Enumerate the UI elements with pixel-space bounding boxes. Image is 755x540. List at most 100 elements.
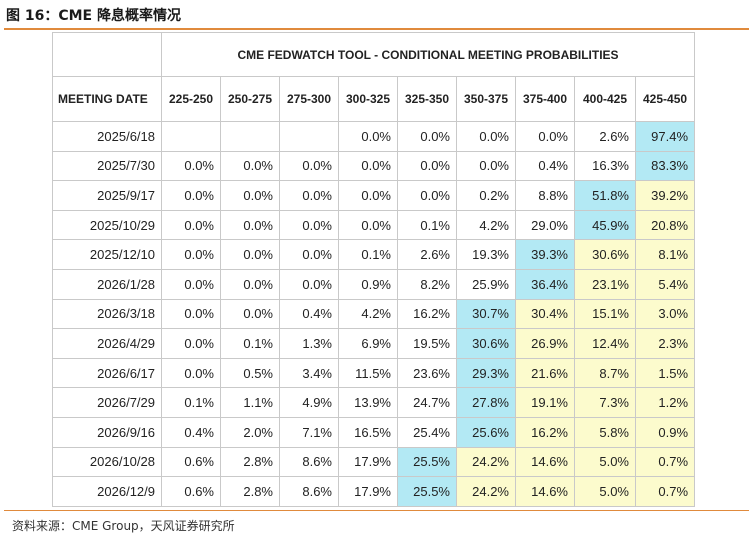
probability-cell: 0.0% — [220, 268, 280, 300]
probability-cell: 0.0% — [220, 298, 280, 330]
probability-cell: 0.0% — [161, 209, 221, 241]
table-row: 2026/9/16 0.4% 2.0% 7.1% 16.5% 25.4% 25.6% 16.2… — [52, 416, 696, 448]
probability-cell: 0.0% — [338, 121, 398, 152]
probability-cell: 0.4% — [161, 416, 221, 448]
probability-cell: 0.4% — [279, 298, 339, 330]
meeting-date-cell: 2026/4/29 — [52, 328, 162, 359]
probability-cell: 16.5% — [338, 416, 398, 448]
probability-cell: 30.6% — [574, 239, 636, 270]
probability-cell: 24.2% — [456, 476, 516, 507]
probability-cell: 0.0% — [338, 180, 398, 211]
probability-cell: 0.0% — [279, 180, 339, 211]
table-row: 2026/10/28 0.6% 2.8% 8.6% 17.9% 25.5% 24.2% 14.… — [52, 446, 696, 478]
table-body: 2025/6/18 0.0% 0.0% 0.0% 0.0% 2.6% 97.4% 2025/7… — [52, 121, 696, 507]
probability-cell: 17.9% — [338, 446, 398, 478]
probability-cell: 1.3% — [279, 328, 339, 359]
meeting-date-cell: 2026/12/9 — [52, 476, 162, 507]
title-rule — [4, 28, 749, 30]
probability-cell: 1.2% — [634, 387, 696, 418]
probability-cell: 0.7% — [634, 446, 696, 478]
probability-cell: 25.9% — [456, 268, 516, 300]
probability-cell: 19.1% — [515, 387, 575, 418]
table-row: 2025/6/18 0.0% 0.0% 0.0% 0.0% 2.6% 97.4% — [52, 121, 696, 152]
probability-cell: 4.9% — [279, 387, 339, 418]
probability-cell: 4.2% — [338, 298, 398, 330]
probability-cell: 16.3% — [574, 150, 636, 182]
table-row: 2025/10/29 0.0% 0.0% 0.0% 0.0% 0.1% 4.2% 29.0% 4… — [52, 209, 696, 241]
probability-cell: 0.0% — [338, 150, 398, 182]
probability-cell: 12.4% — [574, 328, 636, 359]
probability-cell: 25.4% — [397, 416, 457, 448]
table-row: 2026/6/17 0.0% 0.5% 3.4% 11.5% 23.6% 29.3% 21.6… — [52, 357, 696, 389]
probability-cell: 25.5% — [397, 476, 457, 507]
probability-cell: 5.0% — [574, 476, 636, 507]
probability-cell — [279, 121, 339, 152]
probability-cell: 7.1% — [279, 416, 339, 448]
probability-cell: 2.8% — [220, 476, 280, 507]
probability-cell: 25.5% — [397, 446, 457, 478]
probability-cell: 0.0% — [397, 180, 457, 211]
probability-cell: 23.1% — [574, 268, 636, 300]
meeting-date-cell: 2026/10/28 — [52, 446, 162, 478]
source-note: 资料来源：CME Group，天风证券研究所 — [12, 519, 235, 533]
probability-cell: 0.0% — [456, 121, 516, 152]
source-rule — [4, 510, 749, 511]
probability-cell: 0.9% — [338, 268, 398, 300]
probability-cell: 14.6% — [515, 446, 575, 478]
probability-cell: 5.4% — [634, 268, 696, 300]
probability-cell: 39.2% — [634, 180, 696, 211]
probability-cell: 7.3% — [574, 387, 636, 418]
probability-cell: 0.0% — [161, 357, 221, 389]
probability-cell: 3.4% — [279, 357, 339, 389]
probability-cell: 36.4% — [515, 268, 575, 300]
probability-cell: 0.1% — [161, 387, 221, 418]
meeting-date-cell: 2026/6/17 — [52, 357, 162, 389]
meeting-date-cell: 2026/9/16 — [52, 416, 162, 448]
tool-title-blank-cell — [52, 32, 162, 77]
probability-cell: 0.4% — [515, 150, 575, 182]
probability-cell: 8.6% — [279, 446, 339, 478]
probability-cell: 21.6% — [515, 357, 575, 389]
probability-cell: 2.6% — [397, 239, 457, 270]
probability-cell: 0.0% — [397, 150, 457, 182]
table-row: 2025/9/17 0.0% 0.0% 0.0% 0.0% 0.0% 0.2% 8.8% 51.… — [52, 180, 696, 211]
probability-cell: 16.2% — [397, 298, 457, 330]
meeting-date-cell: 2025/12/10 — [52, 239, 162, 270]
probability-cell: 0.0% — [220, 150, 280, 182]
probability-cell: 0.1% — [397, 209, 457, 241]
probability-cell: 83.3% — [634, 150, 696, 182]
probability-cell: 0.1% — [338, 239, 398, 270]
table-row: 2026/12/9 0.6% 2.8% 8.6% 17.9% 25.5% 24.2% 14.6… — [52, 476, 696, 507]
probability-cell: 6.9% — [338, 328, 398, 359]
probability-cell: 0.0% — [279, 209, 339, 241]
probability-cell: 11.5% — [338, 357, 398, 389]
probability-cell: 13.9% — [338, 387, 398, 418]
probability-cell: 45.9% — [574, 209, 636, 241]
probability-cell: 0.6% — [161, 446, 221, 478]
rate-range-header: 225-250 — [161, 76, 221, 122]
probability-cell: 2.0% — [220, 416, 280, 448]
probability-cell: 0.0% — [220, 239, 280, 270]
table-row: 2026/4/29 0.0% 0.1% 1.3% 6.9% 19.5% 30.6% 26.9%… — [52, 328, 696, 359]
header-row: MEETING DATE 225-250 250-275 275-300 300-325… — [52, 76, 696, 122]
probability-cell: 0.0% — [161, 239, 221, 270]
probability-cell — [161, 121, 221, 152]
table-row: 2026/7/29 0.1% 1.1% 4.9% 13.9% 24.7% 27.8% 19.1… — [52, 387, 696, 418]
probability-cell: 0.0% — [279, 150, 339, 182]
probability-cell: 3.0% — [634, 298, 696, 330]
table-row: 2025/7/30 0.0% 0.0% 0.0% 0.0% 0.0% 0.0% 0.4% 16.… — [52, 150, 696, 182]
rate-range-header: 300-325 — [338, 76, 398, 122]
probability-cell: 51.8% — [574, 180, 636, 211]
probability-cell: 0.0% — [220, 209, 280, 241]
meeting-date-cell: 2025/10/29 — [52, 209, 162, 241]
probability-cell: 39.3% — [515, 239, 575, 270]
probability-cell: 29.0% — [515, 209, 575, 241]
probability-cell: 16.2% — [515, 416, 575, 448]
probability-cell: 0.0% — [161, 150, 221, 182]
probability-cell: 97.4% — [634, 121, 696, 152]
probability-cell: 8.1% — [634, 239, 696, 270]
table-row: 2026/1/28 0.0% 0.0% 0.0% 0.9% 8.2% 25.9% 36.4% 2… — [52, 268, 696, 300]
meeting-date-cell: 2025/7/30 — [52, 150, 162, 182]
meeting-date-header: MEETING DATE — [52, 76, 162, 122]
meeting-date-cell: 2025/6/18 — [52, 121, 162, 152]
